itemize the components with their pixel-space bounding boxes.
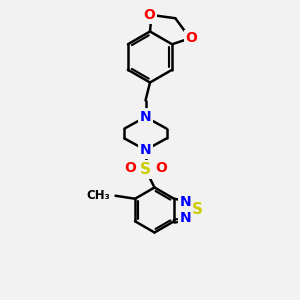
Text: N: N [140, 143, 151, 157]
Text: O: O [124, 161, 136, 175]
Text: CH₃: CH₃ [86, 189, 110, 202]
Text: S: S [140, 162, 151, 177]
Text: O: O [186, 31, 197, 45]
Text: O: O [143, 8, 155, 22]
Text: N: N [180, 211, 191, 225]
Text: N: N [140, 110, 151, 124]
Text: S: S [192, 202, 203, 217]
Text: O: O [155, 161, 167, 175]
Text: N: N [180, 195, 191, 209]
